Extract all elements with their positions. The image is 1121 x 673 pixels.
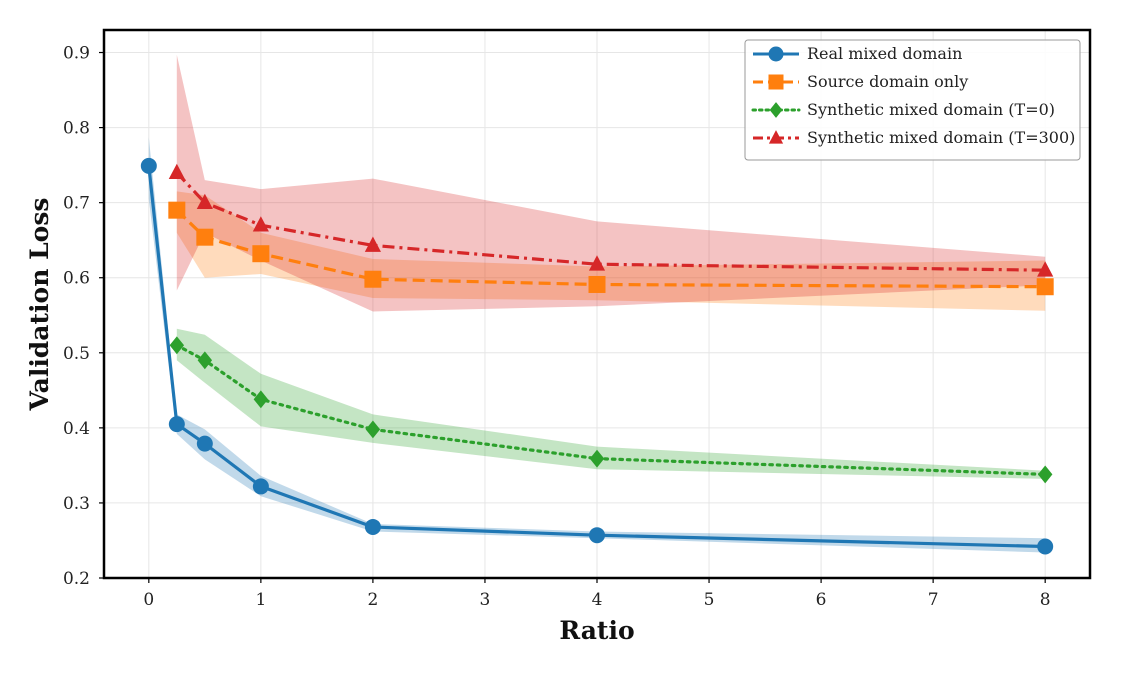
x-axis-title: Ratio — [559, 616, 634, 645]
synthetic-mixed-domain-t-300-point — [1037, 261, 1054, 277]
y-tick-label: 0.5 — [63, 344, 90, 364]
x-tick-label: 3 — [480, 590, 491, 610]
y-tick-label: 0.3 — [63, 494, 90, 514]
synthetic-mixed-domain-t-0-point — [365, 420, 381, 439]
real-mixed-domain-point — [252, 478, 269, 495]
legend-box — [744, 39, 1081, 161]
source-domain-only-point — [168, 201, 186, 219]
legend-label-synthetic-mixed-domain-t-0: Synthetic mixed domain (T=0) — [807, 100, 1055, 119]
source-domain-only-point — [196, 228, 214, 246]
series-markers — [140, 157, 1054, 555]
legend: Real mixed domain Source domain only Synth… — [744, 39, 1081, 161]
source-domain-only-point — [1036, 278, 1054, 296]
y-tick-label: 0.6 — [63, 269, 90, 289]
synthetic-mixed-domain-t-300-point — [364, 236, 381, 252]
legend-marker-synthetic-mixed-domain-t-0 — [769, 102, 783, 118]
synthetic-mixed-domain-t-300-point — [252, 216, 269, 232]
y-tick-label: 0.9 — [63, 44, 90, 64]
source-domain-only-line — [175, 209, 1046, 289]
real-mixed-domain-point — [168, 416, 185, 433]
synthetic-mixed-domain-t-0-point — [253, 390, 269, 409]
y-tick-label: 0.4 — [63, 419, 90, 439]
x-tick-label: 0 — [143, 590, 154, 610]
axis-ticks: 0 1 2 3 4 5 6 7 8 0.2 0.3 0.4 0.5 0.6 0.7 0.8 0.9 — [63, 44, 1051, 610]
legend-label-synthetic-mixed-domain-t-300: Synthetic mixed domain (T=300) — [807, 128, 1075, 147]
real-mixed-domain-point — [589, 527, 605, 544]
real-mixed-domain-point — [140, 157, 157, 174]
x-tick-label: 5 — [704, 590, 715, 610]
synthetic-mixed-domain-t-0-point — [1037, 465, 1053, 484]
source-domain-only-point — [364, 270, 382, 288]
legend-marker-real-mixed-domain — [768, 46, 784, 62]
legend-marker-source-domain-only — [768, 74, 784, 90]
y-tick-label: 0.8 — [63, 119, 90, 139]
synthetic-mixed-domain-t-0-point — [197, 351, 213, 370]
x-tick-label: 2 — [367, 590, 378, 610]
legend-label-real-mixed-domain: Real mixed domain — [807, 44, 962, 63]
synthetic-mixed-domain-t-300-point — [588, 255, 606, 271]
source-domain-only-point — [588, 275, 606, 293]
y-axis-title: Validation Loss — [25, 198, 54, 412]
real-mixed-domain-point — [1037, 538, 1054, 555]
y-tick-label: 0.7 — [63, 194, 90, 214]
real-mixed-domain-point — [364, 518, 381, 535]
source-domain-only-point — [252, 245, 270, 263]
x-tick-label: 6 — [816, 590, 827, 610]
synthetic-mixed-domain-t-0-band — [176, 328, 1046, 479]
synthetic-mixed-domain-t-300-line — [175, 171, 1046, 272]
x-tick-label: 1 — [255, 590, 266, 610]
synthetic-mixed-domain-t-0-point — [169, 336, 185, 355]
legend-marker-synthetic-mixed-domain-t-300 — [768, 130, 784, 144]
real-mixed-domain-point — [196, 435, 213, 452]
synthetic-mixed-domain-t-0-point — [589, 449, 605, 468]
synthetic-mixed-domain-t-300-point — [168, 163, 185, 180]
source-domain-only-band — [176, 191, 1046, 311]
y-tick-label: 0.2 — [63, 569, 90, 589]
x-tick-label: 7 — [928, 590, 939, 610]
synthetic-mixed-domain-t-300-point — [196, 193, 213, 210]
x-tick-label: 4 — [592, 590, 603, 610]
x-tick-label: 8 — [1040, 590, 1051, 610]
legend-label-source-domain-only: Source domain only — [807, 72, 968, 91]
